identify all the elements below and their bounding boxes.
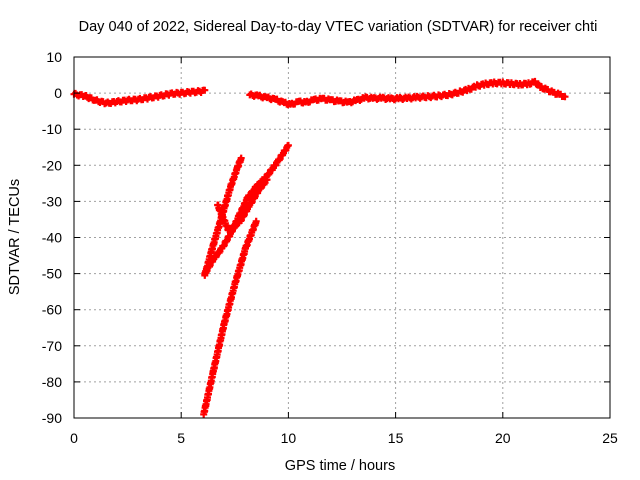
data-points — [70, 77, 569, 418]
tick-labels: 0 5 10 15 20 25 10 0 -10 -20 -30 -40 -50 -60 -70 -80 -90 — [42, 49, 618, 446]
y-tick-label: -80 — [42, 374, 62, 390]
series-markers — [200, 217, 260, 418]
grid-lines — [74, 57, 610, 418]
series-descent-d — [200, 217, 260, 418]
y-tick-label: -70 — [42, 338, 62, 354]
x-axis-label: GPS time / hours — [285, 458, 395, 474]
y-tick-label: -30 — [42, 193, 62, 209]
x-tick-label: 0 — [70, 430, 78, 446]
chart-title: Day 040 of 2022, Sidereal Day-to-day VTE… — [79, 19, 598, 35]
series-descent-c — [214, 176, 271, 234]
y-tick-label: -10 — [42, 121, 62, 137]
series-arc-morning — [70, 86, 209, 108]
x-tick-label: 20 — [495, 430, 511, 446]
x-tick-label: 25 — [602, 430, 618, 446]
x-tick-label: 10 — [281, 430, 297, 446]
y-tick-label: -50 — [42, 266, 62, 282]
series-arc-day — [246, 77, 569, 109]
series-markers — [214, 176, 271, 234]
y-tick-label: -40 — [42, 230, 62, 246]
y-tick-label: 0 — [54, 85, 62, 101]
series-markers — [70, 86, 209, 108]
x-tick-label: 5 — [177, 430, 185, 446]
axes — [73, 56, 611, 419]
y-tick-label: -90 — [42, 410, 62, 426]
x-tick-label: 15 — [388, 430, 404, 446]
y-axis-label: SDTVAR / TECUs — [7, 179, 23, 295]
y-tick-label: -60 — [42, 302, 62, 318]
series-markers — [246, 77, 569, 109]
y-tick-label: -20 — [42, 157, 62, 173]
y-tick-label: 10 — [46, 49, 62, 65]
